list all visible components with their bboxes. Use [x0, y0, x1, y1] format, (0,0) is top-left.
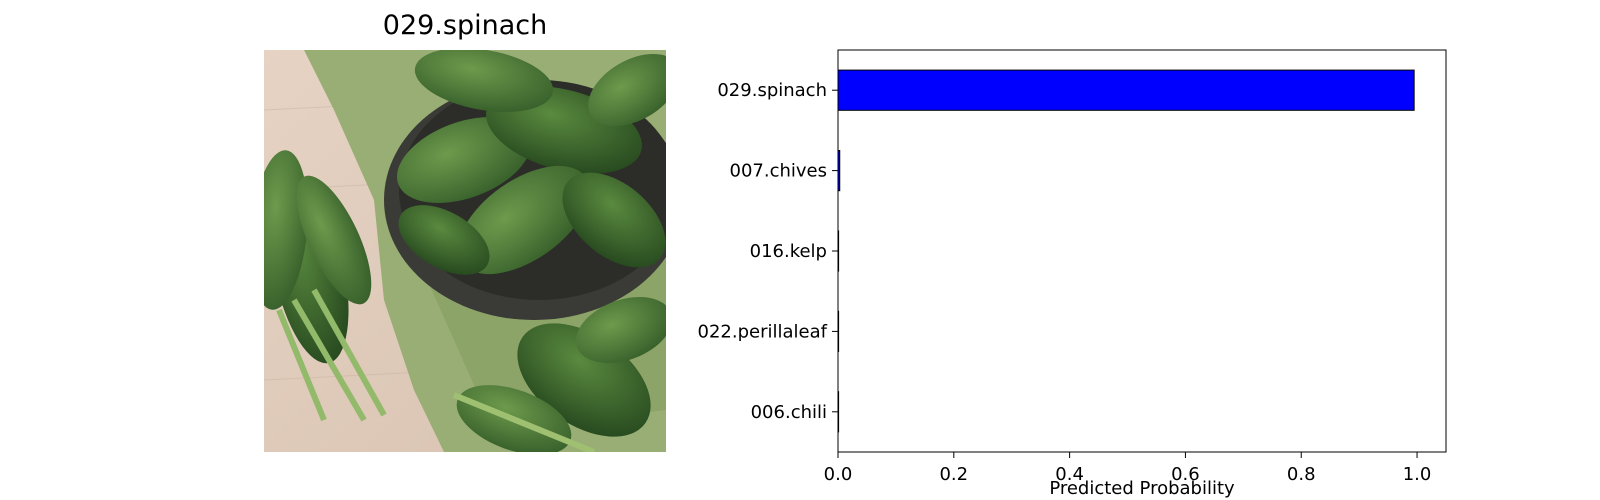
x-axis-label: Predicted Probability: [1049, 478, 1235, 499]
y-tick-label: 006.chili: [751, 402, 827, 423]
x-tick-label: 0.0: [824, 464, 853, 485]
x-tick-label: 0.4: [1055, 464, 1084, 485]
x-tick-label: 0.2: [939, 464, 968, 485]
y-tick-label: 022.perillaleaf: [698, 321, 828, 342]
photo-illustration: [264, 50, 666, 452]
spinach-photo-icon: [264, 50, 666, 452]
x-axis: 0.0 0.2 0.4 0.6 0.8 1.0: [824, 452, 1432, 485]
bar-029.spinach: [837, 69, 1415, 111]
y-tick-label: 007.chives: [730, 161, 828, 182]
x-tick-label: 1.0: [1403, 464, 1432, 485]
y-tick-label: 016.kelp: [750, 241, 827, 262]
y-tick-label: 029.spinach: [717, 80, 827, 101]
y-axis: 029.spinach 007.chives 016.kelp 022.perilla…: [698, 80, 838, 423]
bars-group: [837, 69, 1415, 433]
x-tick-label: 0.8: [1287, 464, 1316, 485]
image-title: 029.spinach: [382, 10, 548, 41]
x-tick-label: 0.6: [1171, 464, 1200, 485]
